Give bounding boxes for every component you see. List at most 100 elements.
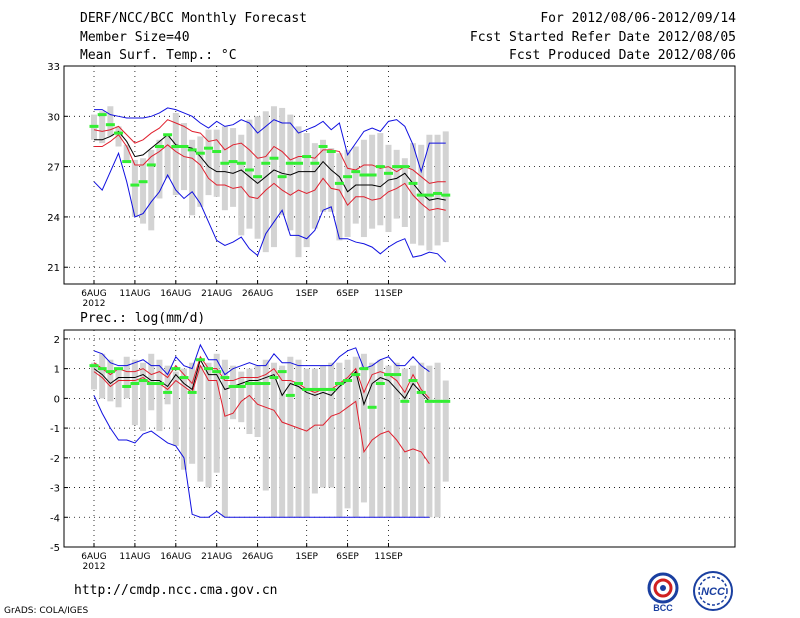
series-line-meansd [94,134,446,211]
ensemble-box [131,159,138,217]
ensemble-box [115,368,122,408]
y-tick-label: 24 [47,213,60,224]
median-mark [375,382,385,386]
ensemble-box [123,144,130,162]
x-tick-label: 6AUG [81,552,106,562]
median-mark [408,181,418,185]
ensemble-box [393,149,400,219]
x-tick-label: 6SEP [336,289,359,299]
forecast-period: For 2012/08/06-2012/09/14 [540,11,736,26]
y-tick-label: 21 [47,263,60,274]
ensemble-box [270,362,277,518]
ncc-logo-text: NCC [701,586,726,598]
median-mark [294,161,303,165]
median-mark [302,155,312,159]
ensemble-box [238,371,245,423]
median-mark [171,144,181,148]
ensemble-box [172,112,179,196]
ensemble-box [238,134,245,236]
median-mark [441,193,451,197]
median-mark [441,399,451,403]
x-tick-label: 26AUG [242,552,273,562]
median-mark [244,168,254,172]
median-mark [343,175,353,179]
x-tick-label: 11SEP [374,552,403,562]
y-tick-label: -2 [50,454,60,465]
ensemble-box [107,359,114,402]
median-mark [105,370,115,374]
y-tick-label: 0 [54,394,60,405]
member-size: Member Size=40 [80,30,190,45]
median-mark [171,367,181,371]
ensemble-box [221,359,228,518]
ensemble-box [115,126,122,147]
ensemble-box [385,144,392,233]
x-tick-label: 21AUG [201,289,232,299]
median-mark [220,161,230,165]
ensemble-box [205,362,212,488]
ensemble-box [434,134,441,246]
series-line-max [93,343,430,376]
x-year-label: 2012 [83,299,106,309]
y-tick-label: 2 [54,335,60,346]
median-mark [179,376,189,380]
y-tick-label: -1 [50,424,60,435]
x-year-label: 2012 [83,562,106,572]
bcc-logo: BCC [647,572,679,613]
median-mark [138,379,148,383]
ensemble-box [148,149,155,231]
y-tick-label: -5 [50,543,60,554]
y-tick-label: 27 [47,163,60,174]
ensemble-box [352,356,359,518]
ensemble-box [442,131,449,243]
median-mark [253,382,263,386]
x-tick-label: 1SEP [295,289,318,299]
median-mark [212,370,222,374]
ensemble-box [107,106,114,137]
median-mark [318,387,328,391]
ensemble-box [303,368,310,518]
series-line-min [93,151,447,263]
ensemble-box [426,134,433,251]
median-mark [187,390,197,394]
median-mark [383,171,393,175]
bcc-logo-text: BCC [653,603,673,613]
footer-url[interactable]: http://cmdp.ncc.cma.gov.cn [74,583,278,598]
median-mark [228,160,238,164]
ensemble-box [197,136,204,207]
ensemble-box [270,106,277,248]
ensemble-box [180,368,187,470]
plot-frame [63,329,736,548]
ensemble-box [385,365,392,518]
median-mark [367,405,377,409]
median-mark [89,364,99,368]
median-mark [228,384,238,388]
ensemble-box [311,368,318,494]
ensemble-box [303,133,310,248]
median-mark [146,163,156,167]
ensemble-box [164,134,171,179]
median-mark [269,156,279,160]
median-mark [392,165,402,169]
median-mark [359,367,369,371]
produced-date: Fcst Produced Date 2012/08/06 [509,48,736,63]
series-line-mean [93,358,430,406]
median-mark [253,175,263,179]
ensemble-box [221,126,228,211]
median-mark [310,387,320,391]
series-line-meansd [93,355,430,399]
ensemble-box [172,371,179,446]
ensemble-box [410,143,417,244]
median-mark [351,373,361,377]
ensemble-box [287,356,294,518]
ensemble-box [336,153,343,241]
ensemble-box [279,365,286,518]
median-mark [326,387,336,391]
ensemble-box [164,365,171,405]
median-mark [97,113,107,117]
ensemble-box [377,133,384,226]
median-mark [285,161,295,165]
ensemble-box [328,148,335,212]
median-mark [400,165,410,169]
median-mark [138,180,148,184]
